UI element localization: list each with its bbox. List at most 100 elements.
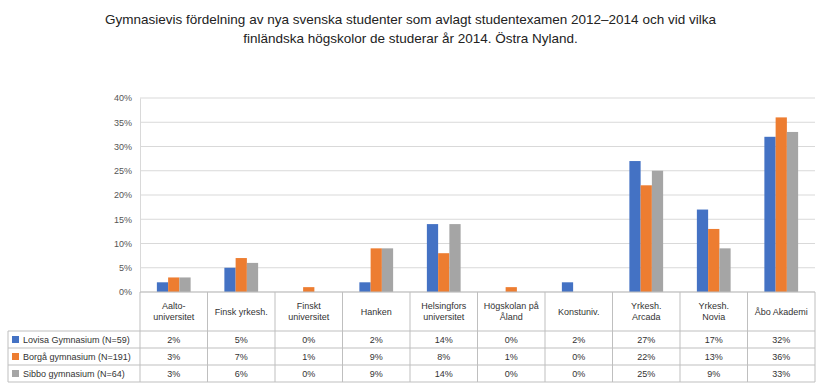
legend-label: Lovisa Gymnasium (N=59) [23, 335, 130, 345]
y-tick-label: 20% [114, 190, 132, 200]
table-line [8, 382, 815, 383]
bar [764, 137, 775, 292]
grid-line [140, 146, 815, 147]
table-line [140, 292, 141, 382]
bar [382, 248, 393, 292]
table-value: 9% [370, 369, 383, 379]
y-tick: 0% [119, 287, 140, 297]
table-value: 2% [572, 335, 585, 345]
table-value: 6% [235, 369, 248, 379]
bar [506, 287, 517, 292]
table-line [545, 292, 546, 382]
bar [303, 287, 314, 292]
grid-line [140, 219, 815, 220]
table-line [275, 292, 276, 382]
table-value: 0% [302, 335, 315, 345]
y-tick: 40% [114, 93, 140, 103]
bar [371, 248, 382, 292]
series-bars [179, 132, 798, 292]
table-value: 33% [772, 369, 790, 379]
bar [438, 253, 449, 292]
series-bars [168, 117, 787, 292]
table-line [207, 292, 208, 382]
chart: Gymnasievis fördelning av nya svenska st… [0, 0, 821, 386]
table-value: 9% [707, 369, 720, 379]
bar [719, 248, 730, 292]
table-value: 0% [302, 369, 315, 379]
category-label: Helsingforsuniversitet [421, 301, 467, 322]
table-value: 3% [167, 369, 180, 379]
table-value: 0% [505, 335, 518, 345]
bar [708, 229, 719, 292]
category-label: Finsk yrkesh. [215, 307, 268, 317]
bar [157, 282, 168, 292]
table-value: 27% [637, 335, 655, 345]
table-line [8, 331, 815, 332]
table-line [342, 292, 343, 382]
bar [787, 132, 798, 292]
category-label: Yrkesh.Arcada [631, 301, 662, 322]
table-value: 1% [302, 352, 315, 362]
y-axis: 0% 5% 10% 15% 20% 25% 30% 35% 40% [114, 93, 141, 297]
bar [641, 185, 652, 292]
y-tick-label: 40% [114, 93, 132, 103]
y-tick-label: 30% [114, 142, 132, 152]
table-value: 14% [435, 335, 453, 345]
table-line [410, 292, 411, 382]
category-label: Yrkesh.Novia [698, 301, 729, 322]
y-tick: 25% [114, 166, 140, 176]
legend-swatch [12, 336, 19, 343]
table-line [815, 292, 816, 382]
title: Gymnasievis fördelning av nya svenska st… [105, 12, 716, 46]
bar [224, 268, 235, 292]
category-label: Hanken [361, 307, 392, 317]
table-line [8, 365, 815, 366]
y-tick-label: 5% [119, 263, 132, 273]
bar [247, 263, 258, 292]
y-axis-line [140, 99, 141, 293]
table-line [747, 292, 748, 382]
table-value: 22% [637, 352, 655, 362]
category-label: Aalto-universitet [153, 301, 195, 322]
bar [236, 258, 247, 292]
bar [629, 161, 640, 292]
table-value: 5% [235, 335, 248, 345]
y-tick: 35% [114, 118, 140, 128]
legend-swatch [12, 353, 19, 360]
table-value: 36% [772, 352, 790, 362]
legend-label: Sibbo gymnasium (N=64) [23, 369, 125, 379]
series-bars [157, 137, 776, 292]
table-value: 0% [505, 369, 518, 379]
y-tick-label: 15% [114, 215, 132, 225]
table-value: 7% [235, 352, 248, 362]
grid-line [140, 122, 815, 123]
category-label: Finsktuniversitet [288, 301, 330, 322]
table-value: 0% [572, 352, 585, 362]
table-line [680, 292, 681, 382]
table-value: 2% [167, 335, 180, 345]
grid-line [140, 170, 815, 171]
bar [427, 224, 438, 292]
table-line [8, 331, 9, 382]
legend-swatch [12, 370, 19, 377]
table-line [612, 292, 613, 382]
y-tick-label: 0% [119, 287, 132, 297]
table-line [8, 348, 815, 349]
table-value: 32% [772, 335, 790, 345]
y-tick: 10% [114, 239, 140, 249]
bar [168, 277, 179, 292]
table-line [477, 292, 478, 382]
grid-line [140, 98, 815, 99]
table-value: 3% [167, 352, 180, 362]
table-value: 1% [505, 352, 518, 362]
y-tick-label: 35% [114, 118, 132, 128]
y-tick: 20% [114, 190, 140, 200]
bar [776, 117, 787, 292]
bar [697, 210, 708, 292]
grid [140, 98, 815, 292]
table-value: 2% [370, 335, 383, 345]
legend-label: Borgå gymnasium (N=191) [23, 352, 131, 362]
y-tick: 5% [119, 263, 140, 273]
bar [179, 277, 190, 292]
table-value: 14% [435, 369, 453, 379]
